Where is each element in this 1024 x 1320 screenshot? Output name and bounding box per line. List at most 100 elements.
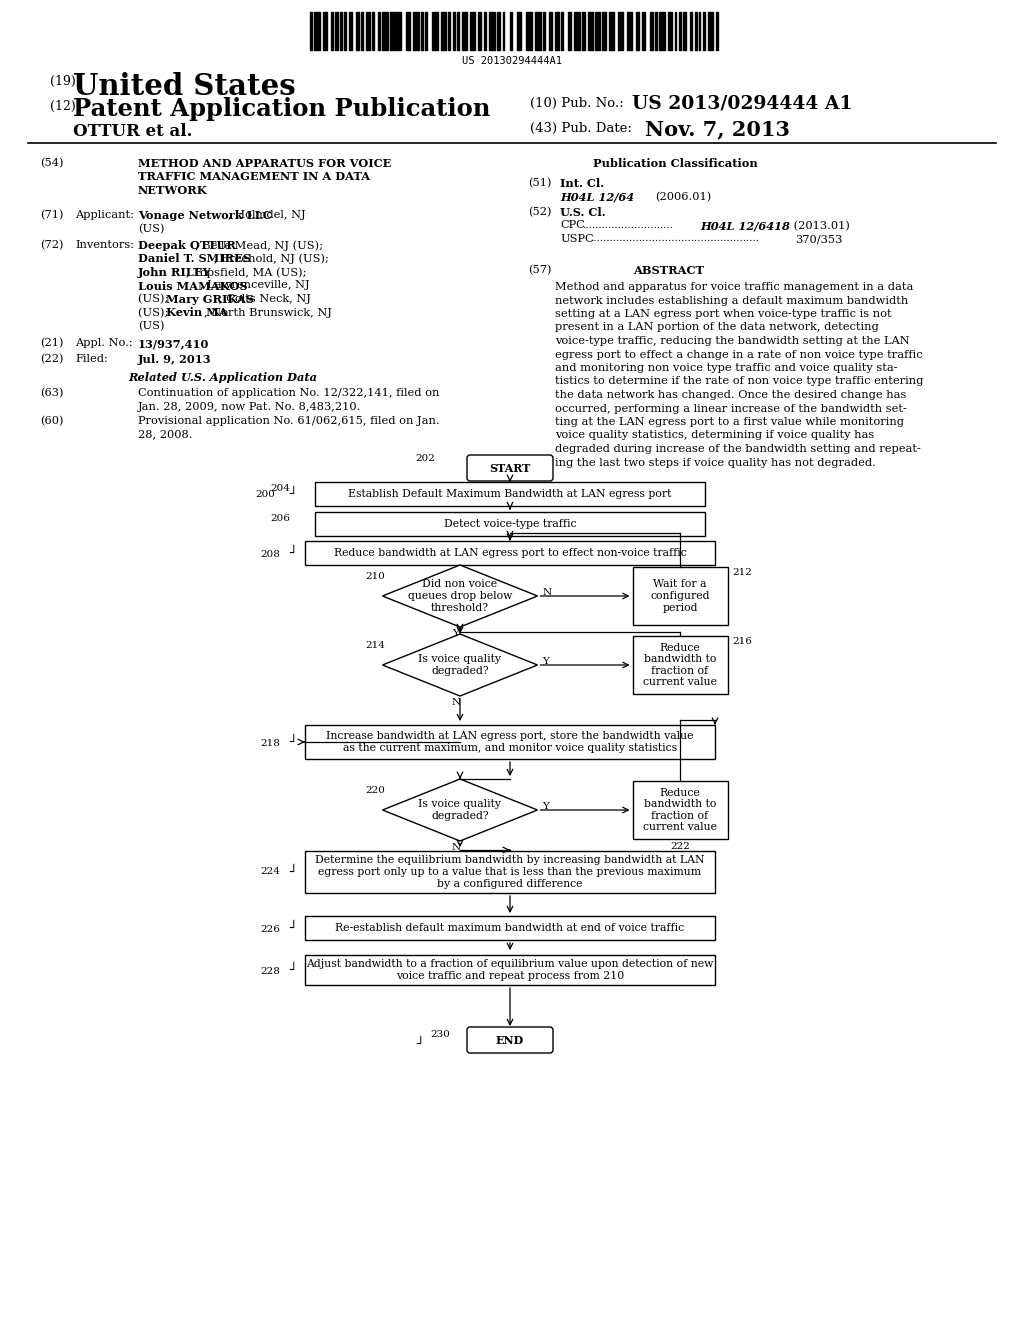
Text: ABSTRACT: ABSTRACT (633, 265, 705, 276)
Polygon shape (383, 779, 538, 841)
Text: 28, 2008.: 28, 2008. (138, 429, 193, 440)
Text: Reduce
bandwidth to
fraction of
current value: Reduce bandwidth to fraction of current … (643, 643, 717, 688)
Text: 218: 218 (260, 739, 280, 748)
Text: NETWORK: NETWORK (138, 185, 208, 195)
FancyBboxPatch shape (305, 916, 715, 940)
FancyBboxPatch shape (305, 541, 715, 565)
Text: U.S. Cl.: U.S. Cl. (560, 207, 605, 218)
Text: Int. Cl.: Int. Cl. (560, 178, 604, 189)
Text: US 20130294444A1: US 20130294444A1 (462, 55, 562, 66)
Text: Jul. 9, 2013: Jul. 9, 2013 (138, 354, 212, 366)
Text: ┘: ┘ (416, 1038, 424, 1051)
Text: Y: Y (452, 630, 459, 638)
Text: Continuation of application No. 12/322,141, filed on: Continuation of application No. 12/322,1… (138, 388, 439, 399)
Text: N: N (452, 843, 461, 851)
Text: 210: 210 (365, 572, 385, 581)
Text: Establish Default Maximum Bandwidth at LAN egress port: Establish Default Maximum Bandwidth at L… (348, 488, 672, 499)
Text: Mary GRIKAS: Mary GRIKAS (167, 294, 254, 305)
Text: tistics to determine if the rate of non voice type traffic entering: tistics to determine if the rate of non … (555, 376, 924, 387)
Text: degraded during increase of the bandwidth setting and repeat-: degraded during increase of the bandwidt… (555, 444, 921, 454)
Text: N: N (543, 587, 552, 597)
Text: (US);: (US); (138, 294, 172, 305)
Text: , Freehold, NJ (US);: , Freehold, NJ (US); (214, 253, 329, 264)
Text: Detect voice-type traffic: Detect voice-type traffic (443, 519, 577, 529)
Text: 226: 226 (260, 925, 280, 935)
Text: (57): (57) (528, 265, 552, 276)
Text: John RILEY: John RILEY (138, 267, 212, 279)
Text: (51): (51) (528, 178, 552, 189)
Text: CPC: CPC (560, 220, 585, 231)
Text: Y: Y (543, 657, 549, 667)
Text: ....................................................: ........................................… (590, 234, 759, 243)
Text: Filed:: Filed: (75, 354, 108, 364)
Text: ┘: ┘ (289, 921, 297, 935)
FancyBboxPatch shape (633, 781, 727, 840)
Text: N: N (452, 698, 461, 708)
FancyBboxPatch shape (305, 725, 715, 759)
Text: 204: 204 (270, 484, 290, 492)
Text: 200: 200 (255, 490, 274, 499)
FancyBboxPatch shape (305, 851, 715, 894)
Text: ┘: ┘ (289, 866, 297, 879)
FancyBboxPatch shape (305, 954, 715, 985)
Text: (71): (71) (40, 210, 63, 220)
FancyBboxPatch shape (633, 568, 727, 624)
Text: (72): (72) (40, 240, 63, 251)
Text: Vonage Network LLC: Vonage Network LLC (138, 210, 271, 220)
Text: Wait for a
configured
period: Wait for a configured period (650, 579, 710, 612)
Text: Did non voice
queues drop below
threshold?: Did non voice queues drop below threshol… (408, 579, 512, 612)
Text: Provisional application No. 61/062,615, filed on Jan.: Provisional application No. 61/062,615, … (138, 416, 439, 426)
Text: 222: 222 (670, 842, 690, 851)
Text: 212: 212 (732, 568, 753, 577)
Text: , Holmdel, NJ: , Holmdel, NJ (228, 210, 305, 220)
FancyBboxPatch shape (315, 482, 705, 506)
Text: Jan. 28, 2009, now Pat. No. 8,483,210.: Jan. 28, 2009, now Pat. No. 8,483,210. (138, 401, 361, 412)
Text: , Belle Mead, NJ (US);: , Belle Mead, NJ (US); (195, 240, 323, 251)
Text: (43) Pub. Date:: (43) Pub. Date: (530, 121, 632, 135)
Text: voice-type traffic, reducing the bandwidth setting at the LAN: voice-type traffic, reducing the bandwid… (555, 337, 909, 346)
Text: Is voice quality
degraded?: Is voice quality degraded? (419, 799, 502, 821)
Text: Increase bandwidth at LAN egress port, store the bandwidth value
as the current : Increase bandwidth at LAN egress port, s… (327, 731, 693, 752)
Text: METHOD AND APPARATUS FOR VOICE: METHOD AND APPARATUS FOR VOICE (138, 158, 391, 169)
Text: H04L 12/64: H04L 12/64 (560, 191, 634, 202)
Text: occurred, performing a linear increase of the bandwidth set-: occurred, performing a linear increase o… (555, 404, 907, 413)
Text: Adjust bandwidth to a fraction of equilibrium value upon detection of new
voice : Adjust bandwidth to a fraction of equili… (306, 960, 714, 981)
Text: the data network has changed. Once the desired change has: the data network has changed. Once the d… (555, 389, 906, 400)
Text: ┘: ┘ (289, 546, 297, 560)
Text: ting at the LAN egress port to a first value while monitoring: ting at the LAN egress port to a first v… (555, 417, 904, 426)
Text: H04L 12/6418: H04L 12/6418 (700, 220, 790, 231)
Text: END: END (496, 1035, 524, 1045)
Text: (10) Pub. No.:: (10) Pub. No.: (530, 96, 624, 110)
FancyBboxPatch shape (633, 636, 727, 694)
FancyBboxPatch shape (467, 455, 553, 480)
Text: (US): (US) (138, 321, 165, 331)
Text: Related U.S. Application Data: Related U.S. Application Data (128, 372, 317, 383)
Text: (60): (60) (40, 416, 63, 426)
FancyBboxPatch shape (315, 512, 705, 536)
Text: Method and apparatus for voice traffic management in a data: Method and apparatus for voice traffic m… (555, 282, 913, 292)
Text: (2013.01): (2013.01) (790, 220, 850, 231)
FancyBboxPatch shape (467, 1027, 553, 1053)
Text: Applicant:: Applicant: (75, 210, 134, 220)
Text: Inventors:: Inventors: (75, 240, 134, 249)
Text: voice quality statistics, determining if voice quality has: voice quality statistics, determining if… (555, 430, 874, 441)
Text: 214: 214 (365, 642, 385, 649)
Text: 208: 208 (260, 550, 280, 558)
Text: 202: 202 (415, 454, 435, 463)
Text: Louis MAMAKOS: Louis MAMAKOS (138, 281, 248, 292)
Text: US 2013/0294444 A1: US 2013/0294444 A1 (632, 95, 853, 114)
Text: and monitoring non voice type traffic and voice quality sta-: and monitoring non voice type traffic an… (555, 363, 898, 374)
Text: , North Brunswick, NJ: , North Brunswick, NJ (205, 308, 333, 318)
Text: USPC: USPC (560, 234, 594, 244)
Text: Is voice quality
degraded?: Is voice quality degraded? (419, 655, 502, 676)
Text: 13/937,410: 13/937,410 (138, 338, 209, 348)
Text: (21): (21) (40, 338, 63, 348)
Text: network includes establishing a default maximum bandwidth: network includes establishing a default … (555, 296, 908, 305)
Polygon shape (383, 634, 538, 696)
Text: ┘: ┘ (289, 735, 297, 748)
Text: 228: 228 (260, 968, 280, 975)
Text: , Lawrenceville, NJ: , Lawrenceville, NJ (200, 281, 309, 290)
Text: (2006.01): (2006.01) (655, 191, 712, 202)
Text: United States: United States (73, 73, 296, 102)
Text: (12): (12) (50, 100, 76, 114)
